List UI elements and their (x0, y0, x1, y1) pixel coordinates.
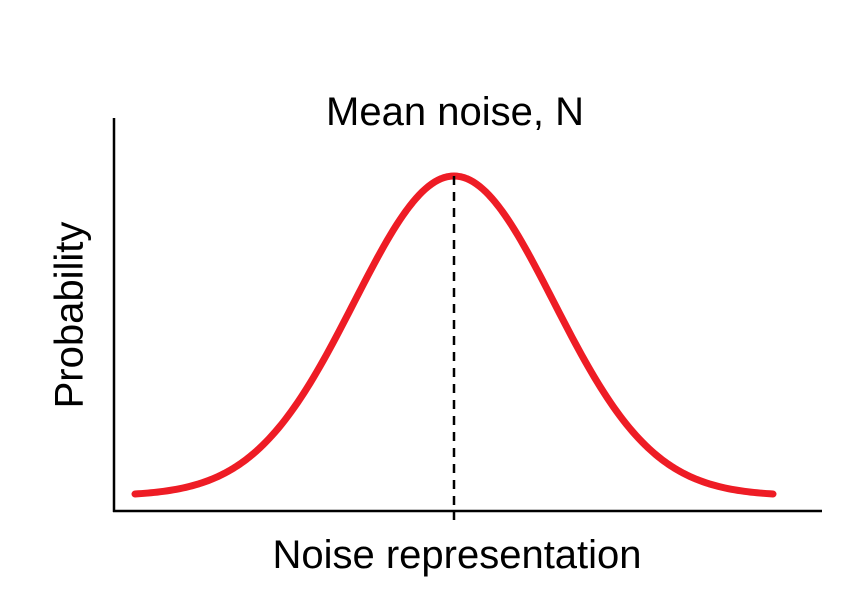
y-axis-label: Probability (47, 221, 92, 409)
mean-noise-label: Mean noise, N (326, 90, 584, 134)
series-line-0 (131, 172, 777, 498)
plot-area (131, 172, 777, 520)
x-axis-label: Noise representation (272, 533, 642, 577)
